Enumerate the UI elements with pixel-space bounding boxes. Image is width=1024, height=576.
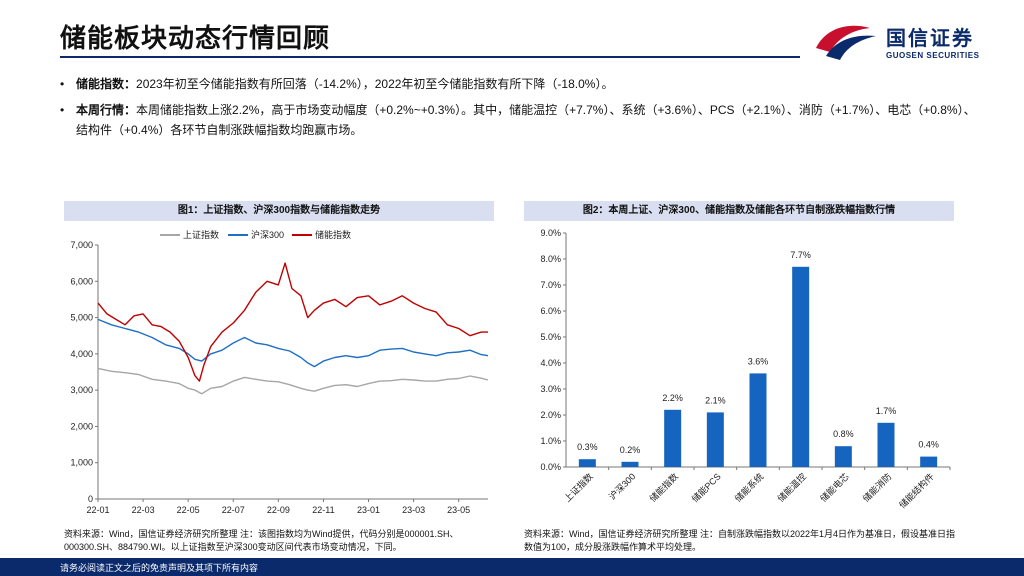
x-tick-label: 储能结构件 [896,471,936,511]
bar-value-label: 7.7% [790,250,811,260]
x-tick-label: 储能温控 [775,471,808,504]
legend-label: 储能指数 [315,229,351,240]
x-tick-label: 储能指数 [647,471,680,504]
x-tick-label: 储能系统 [732,471,765,504]
y-tick-label: 1.0% [540,436,561,446]
bar-储能结构件 [920,456,938,467]
x-tick-label: 储能PCS [689,471,723,505]
logo-text-en: GUOSEN SECURITIES [886,51,980,60]
title-rule [60,56,800,58]
bar-chart: 0.0% 1.0% 2.0% 3.0% 4.0% 5.0% 6.0% 7.0% 8.0% 9.0%… [540,228,951,511]
bar-储能电芯 [834,446,852,467]
bar-储能温控 [792,266,810,467]
legend-label: 上证指数 [183,229,219,240]
x-tick-label: 22-05 [177,505,200,514]
bullet-dot-icon: • [60,103,65,117]
line-chart: 0 1,000 2,000 3,000 4,000 5,000 6,000 7,000 22-0… [70,229,489,514]
fig2-title: 图2：本周上证、沪深300、储能指数及储能各环节自制涨跌幅指数行情 [524,201,954,221]
y-tick-label: 7.0% [540,280,561,290]
y-tick-label: 6.0% [540,306,561,316]
bar-沪深300 [621,461,639,467]
x-tick-label: 储能消防 [860,471,893,504]
bar-value-label: 2.2% [662,393,683,403]
bar-value-label: 3.6% [748,356,769,366]
y-tick-label: 6,000 [70,276,93,286]
bullet-index: • 储能指数：2023年初至今储能指数有所回落（-14.2%），2022年初至今… [60,74,980,94]
bar-储能指数 [664,409,682,467]
y-tick-label: 5,000 [70,313,93,323]
x-tick-label: 储能电芯 [818,471,851,504]
y-tick-label: 2,000 [70,421,93,431]
series-line-上证指数 [97,367,489,395]
page-title: 储能板块动态行情回顾 [60,23,331,53]
y-tick-label: 3,000 [70,385,93,395]
series-line-储能指数 [97,262,488,382]
bar-value-label: 2.1% [705,395,726,405]
series-line-沪深300 [97,318,489,368]
x-tick-label: 上证指数 [562,471,595,504]
bullet-text: 本周储能指数上涨2.2%，高于市场变动幅度（+0.2%~+0.3%）。其中，储能… [76,103,976,137]
y-tick-label: 0 [88,494,93,504]
y-tick-label: 4.0% [540,358,561,368]
bar-value-label: 0.2% [620,445,641,455]
y-tick-label: 0.0% [540,462,561,472]
x-tick-label: 22-11 [312,505,334,514]
y-tick-label: 3.0% [540,384,561,394]
bar-value-label: 0.8% [833,429,854,439]
y-tick-label: 1,000 [70,458,93,468]
bar-value-label: 0.4% [918,440,939,450]
footer-bar: 请务必阅读正文之后的免责声明及其项下所有内容 [0,558,1024,576]
x-tick-label: 23-03 [402,505,425,514]
bar-value-label: 1.7% [876,406,897,416]
x-tick-label: 22-07 [222,505,245,514]
x-tick-label: 23-05 [447,505,470,514]
bar-上证指数 [578,459,596,467]
bullet-label: 储能指数： [76,77,137,91]
footer-disclaimer: 请务必阅读正文之后的免责声明及其项下所有内容 [60,563,259,573]
legend-label: 沪深300 [251,229,284,240]
fig1-title: 图1：上证指数、沪深300指数与储能指数走势 [64,201,494,221]
bar-储能PCS [706,412,724,467]
fig1-note: 资料来源：Wind，国信证券经济研究所整理 注：该图指数均为Wind提供，代码分… [64,529,459,552]
y-tick-label: 9.0% [540,228,561,238]
x-tick-label: 22-01 [86,505,109,514]
bar-储能系统 [749,373,767,467]
y-tick-label: 2.0% [540,410,561,420]
x-tick-label: 23-01 [357,505,380,514]
bullet-dot-icon: • [60,77,65,91]
y-tick-label: 4,000 [70,349,93,359]
x-tick-label: 沪深300 [606,471,637,502]
y-tick-label: 7,000 [70,240,93,250]
fig2-note: 资料来源：Wind，国信证券经济研究所整理 注：自制涨跌幅指数以2022年1月4… [524,529,956,552]
bullet-label: 本周行情： [76,103,137,117]
y-tick-label: 5.0% [540,332,561,342]
guosen-logo-icon [816,25,876,60]
bar-value-label: 0.3% [577,442,598,452]
bar-储能消防 [877,422,895,467]
bullet-text: 2023年初至今储能指数有所回落（-14.2%），2022年初至今储能指数有所下… [136,77,614,91]
bullet-weekly: • 本周行情：本周储能指数上涨2.2%，高于市场变动幅度（+0.2%~+0.3%… [60,100,980,140]
logo-text-cn: 国信证券 [886,28,974,50]
x-tick-label: 22-03 [132,505,155,514]
y-tick-label: 8.0% [540,254,561,264]
summary-bullets: • 储能指数：2023年初至今储能指数有所回落（-14.2%），2022年初至今… [60,74,980,146]
x-tick-label: 22-09 [267,505,290,514]
guosen-logo: 国信证券 GUOSEN SECURITIES [812,18,1002,66]
